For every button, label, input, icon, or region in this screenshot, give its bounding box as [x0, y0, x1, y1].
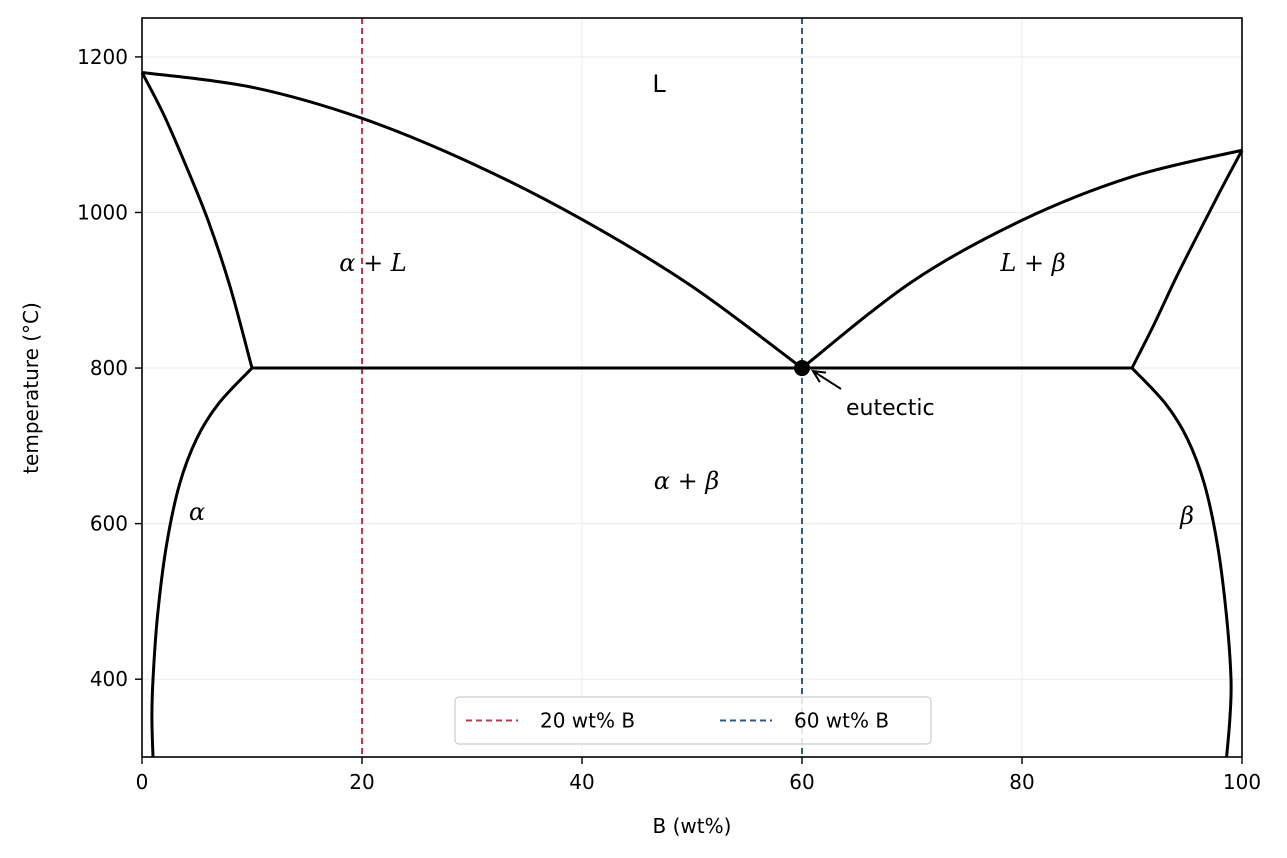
y-axis-label: temperature (°C): [19, 302, 43, 474]
y-tick-label: 800: [90, 356, 128, 380]
x-axis-label: B (wt%): [653, 814, 732, 838]
y-tick-label: 1000: [77, 200, 128, 224]
grid: [141, 18, 1243, 757]
plot-lines: [140, 18, 1244, 758]
x-tick-label: 100: [1223, 770, 1261, 794]
x-tick-label: 80: [1009, 770, 1034, 794]
axis-ticks: 0 20 40 60 80 100 400 600 800 1000 1200: [77, 45, 1261, 794]
region-label: L + β: [999, 249, 1065, 277]
y-tick-label: 400: [90, 667, 128, 691]
region-label: α + β: [654, 467, 719, 495]
region-label: α: [189, 498, 205, 526]
legend-entry-label: 60 wt% B: [794, 709, 889, 733]
region-labels: eutectic Lα + L L + β α + β α β: [189, 70, 1194, 530]
legend-box: [454, 696, 932, 745]
legend-entry-label: 20 wt% B: [540, 709, 635, 733]
y-tick-label: 600: [90, 512, 128, 536]
eutectic-point: [794, 360, 810, 377]
phase-boundary-solvus-left: [150, 367, 254, 758]
legend: 20 wt% B 60 wt% B: [454, 696, 932, 745]
phase-boundary-liquidus-left: [141, 70, 803, 370]
plot-frame: [141, 17, 1243, 758]
region-label: β: [1179, 502, 1194, 530]
phase-boundary-liquidus-right: [801, 148, 1243, 370]
x-tick-label: 0: [136, 770, 149, 794]
x-tick-label: 20: [349, 770, 374, 794]
phase-boundary-solvus-right: [1130, 367, 1233, 758]
region-label: L: [652, 70, 666, 98]
eutectic-arrow-shaft: [812, 370, 842, 390]
eutectic-label: eutectic: [846, 396, 935, 421]
eutectic-arrow-head: [811, 369, 827, 383]
y-tick-label: 1200: [77, 45, 128, 69]
phase-boundary-solidus-left: [140, 71, 254, 369]
x-tick-label: 60: [789, 770, 814, 794]
x-tick-label: 40: [569, 770, 594, 794]
phase-boundary-solidus-right: [1130, 149, 1244, 369]
region-label: α + L: [339, 249, 407, 277]
